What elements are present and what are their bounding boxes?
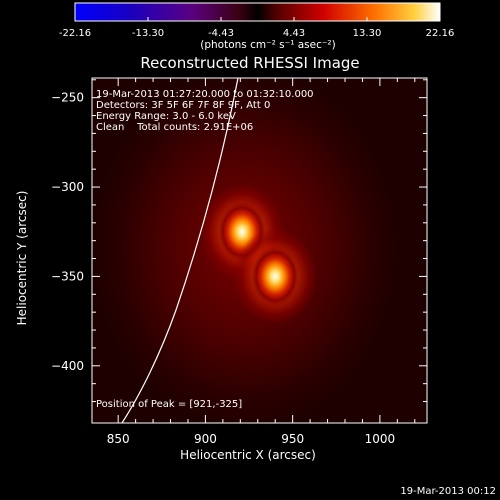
colorbar-tick-label: -13.30: [132, 28, 164, 39]
x-axis-label: Heliocentric X (arcsec): [180, 448, 316, 462]
footer-timestamp: 19-Mar-2013 00:12: [400, 486, 496, 497]
image-panel: [92, 78, 427, 423]
info-time-range: 19-Mar-2013 01:27:20.000 to 01:32:10.000: [96, 89, 314, 100]
colorbar-tick-label: -22.16: [59, 28, 91, 39]
x-tick-label: 1000: [365, 432, 396, 446]
x-tick-label: 900: [194, 432, 217, 446]
plot-frame: [91, 77, 428, 424]
colorbar-unit-label: (photons cm⁻² s⁻¹ asec⁻²): [200, 39, 335, 51]
y-tick-label: −250: [51, 91, 84, 105]
colorbar-tick-label: 13.30: [353, 28, 382, 39]
info-peak-position: Position of Peak = [921,-325]: [96, 399, 242, 410]
colorbar-tick-label: -4.43: [208, 28, 234, 39]
y-axis-ticks: −250 −300 −350 −400: [51, 79, 427, 403]
x-tick-label: 850: [107, 432, 130, 446]
y-tick-label: −400: [51, 359, 84, 373]
info-detectors: Detectors: 3F 5F 6F 7F 8F 9F, Att 0: [96, 100, 270, 111]
y-tick-label: −350: [51, 269, 84, 283]
info-block: 19-Mar-2013 01:27:20.000 to 01:32:10.000…: [96, 89, 314, 410]
solar-limb-line: [121, 78, 239, 423]
y-axis-label: Heliocentric Y (arcsec): [15, 191, 29, 326]
colorbar: -22.16 -13.30 -4.43 4.43 13.30 22.16 (photons…: [59, 2, 454, 51]
y-tick-label: −300: [51, 180, 84, 194]
info-energy-range: Energy Range: 3.0 - 6.0 keV: [96, 111, 236, 122]
info-method-counts: Clean Total counts: 2.91E+06: [96, 122, 253, 133]
plot-title: Reconstructed RHESSI Image: [140, 54, 359, 72]
x-axis-ticks: 850 900 950 1000: [107, 78, 416, 446]
colorbar-tick-label: 22.16: [426, 28, 455, 39]
colorbar-ticks: -22.16 -13.30 -4.43 4.43 13.30 22.16: [59, 17, 454, 39]
sources-layer: [200, 183, 318, 325]
source-core-2: [251, 246, 300, 307]
colorbar-tick-label: 4.43: [283, 28, 305, 39]
colorbar-gradient: [74, 2, 441, 22]
x-tick-label: 950: [281, 432, 304, 446]
